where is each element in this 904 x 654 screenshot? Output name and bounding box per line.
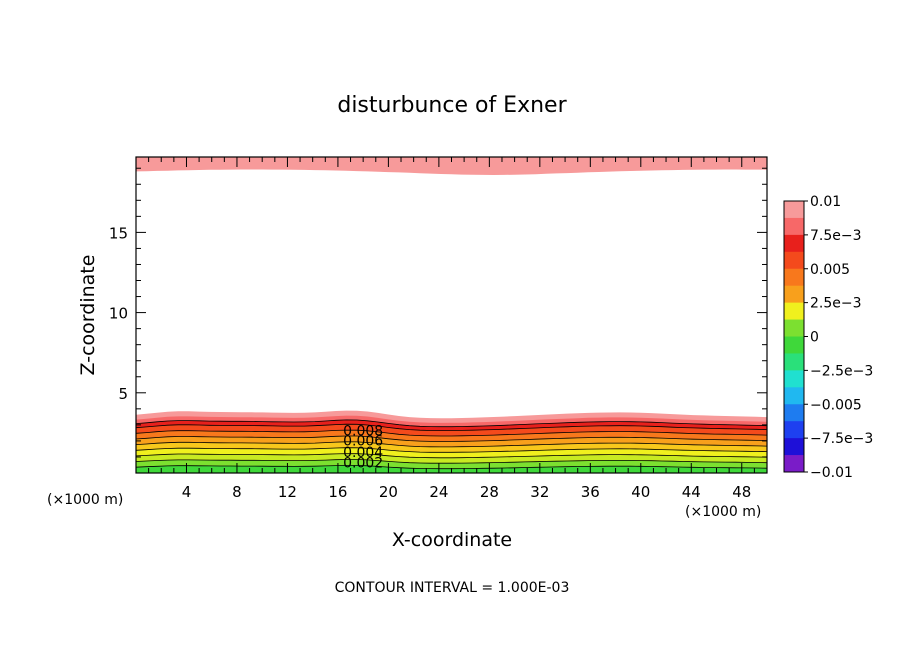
colorbar-swatch-2 [784, 234, 804, 253]
x-tick-label-1: 8 [232, 483, 242, 501]
contour-line-5 [135, 435, 768, 442]
colorbar-label-2: 0.005 [810, 262, 850, 278]
x-tick-label-7: 32 [530, 483, 549, 501]
colorbar-label-1: 7.5e−3 [810, 228, 862, 244]
colorbar-swatch-1 [784, 217, 804, 236]
contour-line-2 [135, 453, 768, 459]
colorbar-swatch-13 [784, 421, 804, 439]
x-tick-label-5: 24 [429, 483, 448, 501]
x-tick-label-3: 16 [328, 483, 347, 501]
contour-line-4 [135, 441, 768, 448]
y-tick-label-1: 10 [109, 305, 128, 323]
contour-line-8 [135, 419, 768, 428]
contour-label-1: 0.006 [343, 434, 383, 450]
colorbar-label-0: 0.01 [810, 194, 841, 210]
contour-label-3: 0.002 [343, 455, 383, 471]
colorbar-swatch-10 [784, 370, 804, 388]
x-tick-label-9: 40 [631, 483, 650, 501]
colorbar-swatch-8 [784, 336, 804, 354]
contour-interval-note: CONTOUR INTERVAL = 1.000E-03 [335, 580, 570, 596]
contour-line-7 [135, 423, 768, 432]
x-tick-label-0: 4 [182, 483, 192, 501]
colorbar-swatch-15 [784, 455, 804, 473]
colorbar-label-8: −0.01 [810, 465, 853, 481]
x-tick-label-6: 28 [480, 483, 499, 501]
colorbar-label-3: 2.5e−3 [810, 296, 862, 312]
colorbar-swatch-9 [784, 353, 804, 371]
colorbar-swatch-6 [784, 302, 804, 321]
top-band [136, 157, 767, 175]
x-tick-label-2: 12 [278, 483, 297, 501]
colorbar-swatch-0 [784, 201, 804, 219]
y-tick-label-0: 5 [118, 385, 128, 403]
contour-line-6 [135, 429, 768, 437]
contour-label-2: 0.004 [343, 445, 383, 461]
colorbar-label-6: −0.005 [810, 397, 862, 413]
colorbar-swatch-5 [784, 285, 804, 304]
x-tick-label-11: 48 [732, 483, 751, 501]
chart-title: disturbunce of Exner [337, 93, 567, 118]
y-tick-label-2: 15 [109, 224, 128, 242]
contour-line-3 [135, 447, 768, 453]
colorbar-swatch-7 [784, 319, 804, 337]
colorbar-swatch-4 [784, 268, 804, 287]
x-axis-label: X-coordinate [392, 529, 512, 551]
colorbar-swatch-3 [784, 251, 804, 270]
contour-label-0: 0.008 [343, 423, 383, 439]
colorbar-swatch-11 [784, 387, 804, 405]
x-unit-label: (×1000 m) [47, 492, 123, 508]
colorbar-label-5: −2.5e−3 [810, 363, 873, 379]
colorbar-swatch-12 [784, 404, 804, 422]
colorbar-label-7: −7.5e−3 [810, 431, 873, 447]
y-axis-label: Z-coordinate [77, 255, 99, 376]
x-tick-label-8: 36 [581, 483, 600, 501]
colorbar: 0.01 7.5e−3 0.005 2.5e−3 0 −2.5e−3 −0.005 −7.5e… [783, 194, 873, 481]
x-tick-label-4: 20 [379, 483, 398, 501]
contour-lines [135, 419, 768, 470]
contour-line-1 [135, 459, 768, 464]
x-tick-label-10: 44 [682, 483, 701, 501]
colorbar-label-4: 0 [810, 330, 819, 346]
y-unit-label: (×1000 m) [685, 504, 761, 520]
colorbar-swatch-14 [784, 438, 804, 456]
